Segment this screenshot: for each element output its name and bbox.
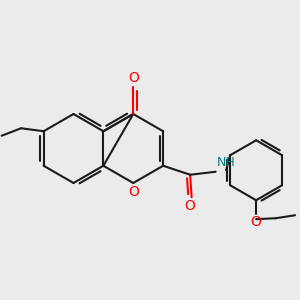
Text: O: O — [128, 71, 139, 85]
Text: O: O — [185, 199, 196, 213]
Text: O: O — [128, 184, 139, 199]
Text: NH: NH — [217, 156, 236, 169]
Text: O: O — [251, 215, 262, 229]
